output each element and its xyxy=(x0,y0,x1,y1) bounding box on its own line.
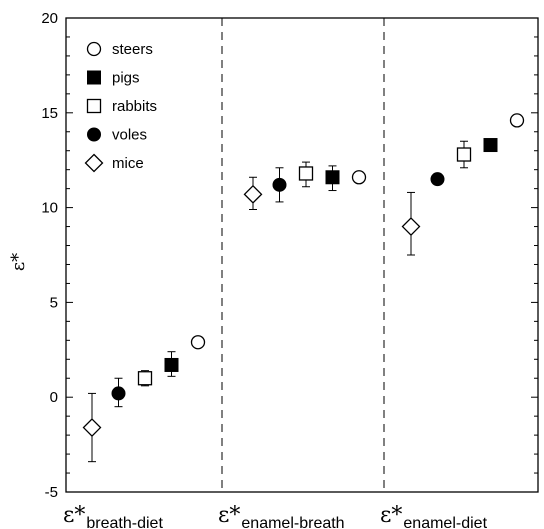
steers-point xyxy=(509,113,525,128)
y-tick-label: 15 xyxy=(41,105,58,122)
legend-label: steers xyxy=(112,41,153,58)
legend-label: voles xyxy=(112,127,147,144)
data-marks xyxy=(82,113,525,463)
legend-marker-voles xyxy=(87,127,101,142)
legend-marker-steers xyxy=(86,41,102,57)
rabbits-marker xyxy=(456,147,472,162)
mice-point xyxy=(243,176,263,210)
steers-marker xyxy=(190,335,206,350)
steers-marker xyxy=(351,170,367,185)
legend: steers pigs rabbits voles mice xyxy=(84,41,157,173)
plot-frame xyxy=(65,17,539,493)
legend-item-pigs: pigs xyxy=(87,70,140,87)
group-label-enamel-diet: ε*enamel-diet xyxy=(380,503,488,529)
voles-point xyxy=(111,377,126,408)
voles-marker xyxy=(430,172,445,187)
rabbits-marker xyxy=(298,166,314,181)
legend-item-rabbits: rabbits xyxy=(86,98,157,115)
y-tick-label: 5 xyxy=(50,294,58,311)
pigs-point xyxy=(325,165,340,192)
y-tick-label: -5 xyxy=(45,484,58,501)
steers-point xyxy=(190,335,206,350)
voles-point xyxy=(430,172,445,187)
y-axis-label: ε* xyxy=(8,253,29,271)
legend-label: pigs xyxy=(112,70,140,87)
rabbits-point xyxy=(456,140,472,169)
rabbits-point xyxy=(137,370,153,387)
legend-marker-pigs xyxy=(87,70,101,85)
mice-marker xyxy=(243,184,263,204)
y-tick-label: 0 xyxy=(50,389,58,406)
group-label-enamel-breath: ε*enamel-breath xyxy=(218,503,345,529)
pigs-point xyxy=(164,351,179,377)
mice-marker xyxy=(401,217,421,236)
y-axis-ticks: -5 0 5 10 15 20 xyxy=(41,10,538,501)
pigs-marker xyxy=(325,170,340,185)
group-labels: ε*breath-diet ε*enamel-breath ε*enamel-die… xyxy=(63,503,488,529)
pigs-point xyxy=(483,138,498,153)
legend-marker-rabbits xyxy=(86,98,102,114)
voles-point xyxy=(272,167,287,203)
group-dividers xyxy=(221,18,385,492)
legend-label: rabbits xyxy=(112,98,157,115)
steers-point xyxy=(351,170,367,185)
legend-label: mice xyxy=(112,155,144,172)
legend-item-voles: voles xyxy=(87,127,147,144)
legend-item-steers: steers xyxy=(86,41,153,58)
rabbits-marker xyxy=(137,371,153,386)
mice-point xyxy=(82,392,102,463)
mice-point xyxy=(401,191,421,256)
legend-marker-mice xyxy=(84,153,104,173)
pigs-marker xyxy=(164,357,179,372)
rabbits-point xyxy=(298,161,314,188)
voles-marker xyxy=(272,177,287,192)
legend-item-mice: mice xyxy=(84,153,144,173)
steers-marker xyxy=(509,113,525,128)
y-tick-label: 10 xyxy=(41,200,58,217)
mice-marker xyxy=(82,418,102,437)
group-label-breath-diet: ε*breath-diet xyxy=(63,503,163,529)
voles-marker xyxy=(111,386,126,401)
y-tick-label: 20 xyxy=(41,10,58,27)
pigs-marker xyxy=(483,138,498,153)
